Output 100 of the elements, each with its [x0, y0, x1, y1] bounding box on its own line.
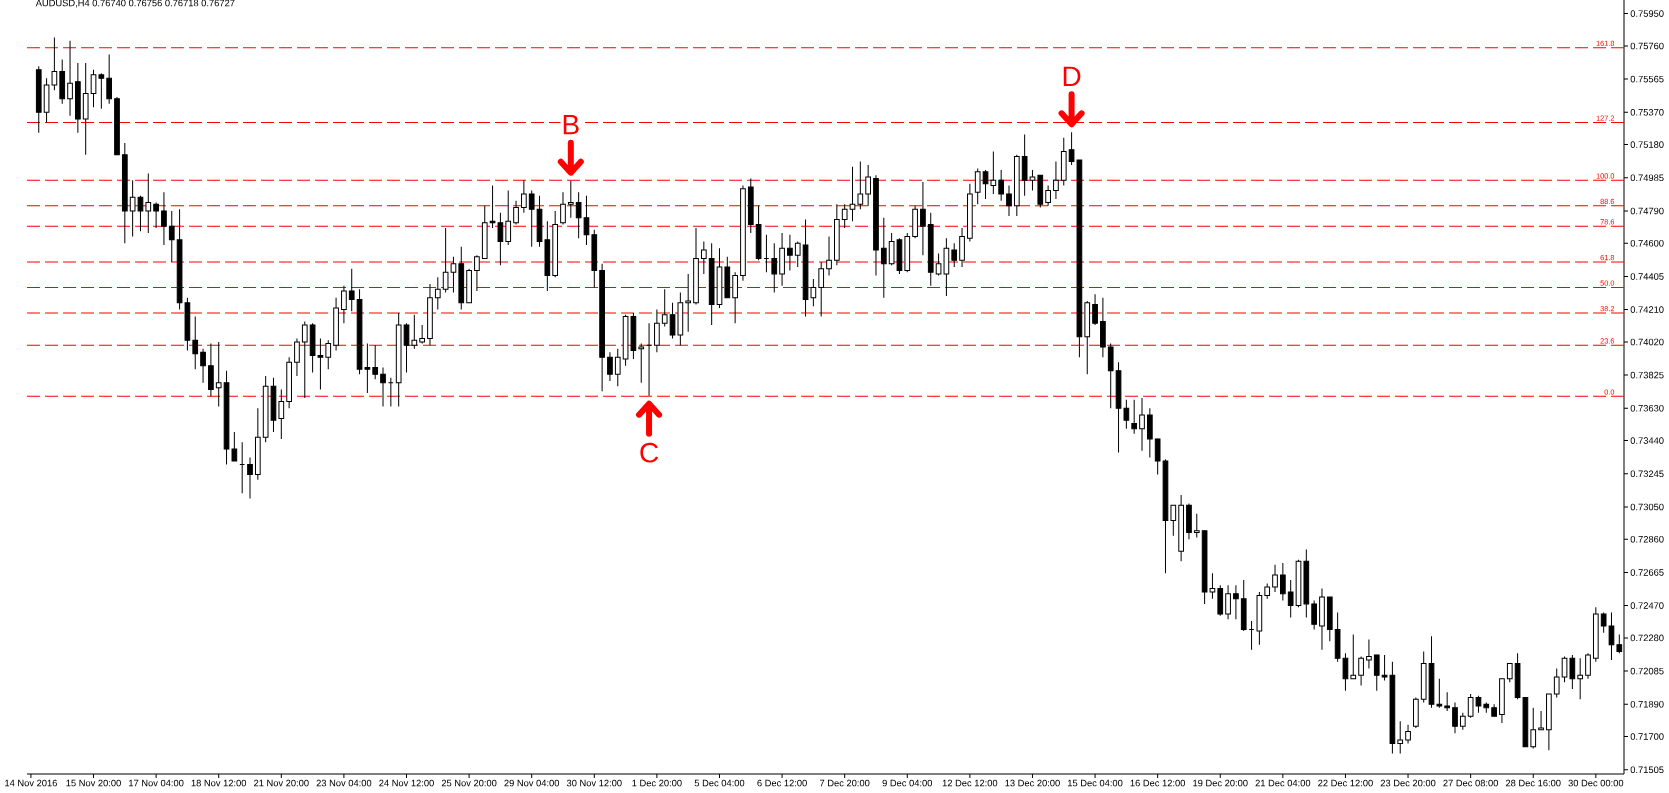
- y-tick-label: 0.72470: [1630, 602, 1664, 609]
- x-tick-label: 13 Dec 20:00: [1005, 779, 1060, 787]
- candlestick: [849, 166, 856, 222]
- y-tick-label: 0.75370: [1630, 108, 1664, 116]
- candlestick: [278, 389, 285, 440]
- candlestick: [1006, 184, 1012, 217]
- y-tick-label: 0.75565: [1630, 75, 1664, 83]
- candlestick: [1280, 562, 1286, 601]
- candlestick: [1366, 639, 1372, 670]
- candlestick: [1193, 513, 1200, 539]
- candlestick: [294, 338, 300, 377]
- x-tick-label: 25 Nov 20:00: [441, 779, 497, 787]
- candlestick: [1397, 720, 1404, 755]
- candlestick: [1146, 407, 1153, 459]
- x-tick-label: 16 Dec 12:00: [1130, 779, 1186, 787]
- candlestick: [1538, 710, 1544, 731]
- candlestick: [1053, 161, 1059, 200]
- candlestick: [1506, 662, 1513, 683]
- candlestick: [787, 234, 793, 271]
- x-tick-label: 17 Nov 04:00: [129, 779, 184, 787]
- x-tick-label: 18 Nov 12:00: [191, 779, 247, 787]
- y-tick-label: 0.74020: [1630, 338, 1664, 346]
- candlestick: [818, 261, 825, 317]
- candlestick: [1585, 652, 1591, 680]
- y-tick-label: 0.75950: [1630, 10, 1664, 17]
- y-tick-label: 0.73630: [1630, 404, 1664, 412]
- annotation: D: [1063, 66, 1081, 86]
- candlestick: [192, 315, 199, 370]
- candlestick: [380, 366, 386, 408]
- x-tick-label: 15 Dec 04:00: [1068, 779, 1123, 787]
- candlestick: [513, 200, 519, 226]
- candlestick: [348, 268, 355, 312]
- x-tick-label: 23 Nov 04:00: [316, 779, 372, 787]
- candlestick: [685, 273, 692, 333]
- candlestick: [1452, 702, 1458, 734]
- annotation: C: [640, 442, 659, 463]
- x-tick-label: 21 Nov 20:00: [254, 779, 309, 787]
- candlestick: [560, 191, 566, 226]
- candlestick: [700, 241, 707, 275]
- x-tick-label: 7 Dec 20:00: [819, 779, 870, 787]
- candlestick: [341, 285, 347, 324]
- candlestick: [1131, 399, 1138, 435]
- x-tick-label: 6 Dec 12:00: [757, 779, 807, 787]
- candlestick: [200, 348, 206, 384]
- candlestick: [826, 235, 832, 277]
- candlestick: [247, 457, 253, 499]
- candlestick: [1272, 564, 1278, 593]
- candlestick: [794, 241, 801, 268]
- candlestick: [1373, 654, 1380, 692]
- annotation: B: [563, 115, 579, 135]
- candlestick: [732, 271, 738, 324]
- candlestick: [880, 217, 887, 299]
- candlestick: [1287, 579, 1294, 618]
- candlestick: [841, 203, 848, 229]
- candlestick: [865, 164, 871, 207]
- y-tick-label: 0.75760: [1630, 42, 1664, 50]
- y-tick-label: 0.73050: [1630, 503, 1664, 511]
- y-tick-label: 0.73825: [1630, 371, 1664, 379]
- candlestick: [1358, 656, 1364, 687]
- x-tick-label: 21 Dec 04:00: [1255, 779, 1311, 787]
- candlestick: [1577, 657, 1584, 700]
- x-tick-label: 14 Nov 2016: [5, 779, 57, 787]
- x-tick-label: 27 Dec 08:00: [1443, 779, 1499, 787]
- candlestick: [614, 348, 621, 387]
- y-tick-label: 0.74985: [1630, 174, 1664, 182]
- candlestick: [959, 227, 965, 268]
- candlestick: [1553, 668, 1560, 698]
- candlestick: [411, 314, 418, 350]
- candlestick: [1311, 599, 1317, 630]
- y-tick-label: 0.71505: [1630, 766, 1664, 774]
- y-tick-label: 0.72665: [1630, 569, 1664, 576]
- candlestick: [998, 169, 1005, 202]
- candlestick: [521, 179, 527, 214]
- x-tick-label: 29 Nov 04:00: [504, 779, 560, 787]
- candlestick: [153, 201, 159, 229]
- y-tick-label: 0.74600: [1630, 239, 1664, 247]
- candlestick: [1233, 584, 1239, 620]
- candlestick: [654, 309, 660, 353]
- candlestick: [638, 343, 645, 384]
- candlestick: [661, 288, 668, 328]
- y-tick-label: 0.74790: [1630, 207, 1664, 215]
- candlestick: [505, 190, 512, 246]
- y-tick-label: 0.75180: [1630, 141, 1664, 148]
- candlestick: [106, 53, 113, 105]
- x-tick-label: 30 Dec 00:00: [1568, 779, 1624, 787]
- candlestick: [67, 40, 73, 117]
- y-tick-label: 0.73245: [1630, 470, 1664, 478]
- candlestick: [434, 276, 441, 311]
- candlestick: [215, 341, 222, 408]
- candlestick: [419, 324, 425, 345]
- candlestick: [1170, 504, 1177, 537]
- x-tick-label: 30 Nov 12:00: [566, 779, 622, 787]
- candlestick: [161, 191, 167, 246]
- x-tick-label: 23 Dec 20:00: [1380, 779, 1436, 787]
- candlestick: [474, 254, 480, 292]
- candlestick: [145, 173, 152, 234]
- x-tick-label: 12 Dec 12:00: [942, 779, 998, 787]
- y-tick-label: 0.72860: [1630, 535, 1664, 543]
- candlestick: [528, 190, 535, 248]
- candlestick: [771, 242, 778, 294]
